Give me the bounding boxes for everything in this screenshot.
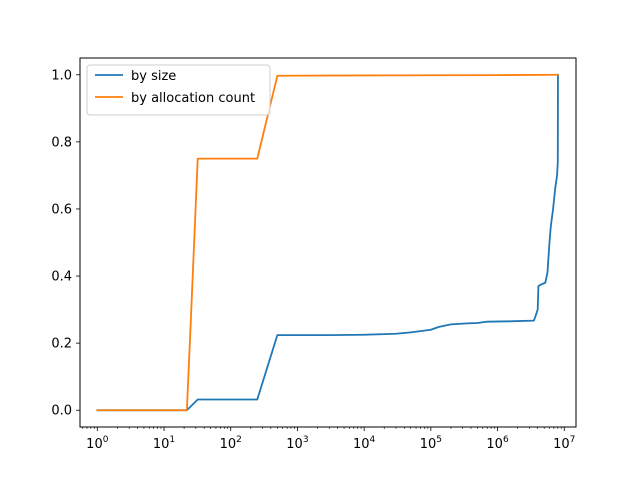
x-tick-label: 104 <box>353 435 376 452</box>
y-tick-label: 0.8 <box>51 135 72 150</box>
legend-box <box>86 64 271 116</box>
y-tick-label: 0.2 <box>51 337 72 352</box>
y-tick-label: 0.6 <box>51 202 72 217</box>
x-tick-label: 103 <box>286 435 308 452</box>
x-tick-label: 101 <box>153 435 175 452</box>
x-axis: 100 101 102 103 104 105 106 107 <box>82 427 575 452</box>
y-tick-label: 0.0 <box>51 404 72 419</box>
x-tick-label: 107 <box>553 435 575 452</box>
plot-area-frame <box>79 57 577 428</box>
y-tick-label: 0.4 <box>51 270 72 285</box>
legend: by size by allocation count <box>86 64 271 116</box>
series-line-by-allocation-count <box>96 73 559 412</box>
plot-lines <box>96 73 559 412</box>
x-tick-label: 105 <box>420 435 442 452</box>
y-axis: 0.0 0.2 0.4 0.6 0.8 1.0 <box>51 68 80 419</box>
legend-label-by-size: by size <box>131 69 176 84</box>
x-tick-label: 102 <box>220 435 242 452</box>
y-tick-label: 1.0 <box>51 68 72 83</box>
legend-label-by-allocation-count: by allocation count <box>131 91 255 106</box>
x-tick-label: 100 <box>86 435 109 452</box>
x-tick-label: 106 <box>486 435 509 452</box>
series-line-by-size <box>96 73 559 412</box>
